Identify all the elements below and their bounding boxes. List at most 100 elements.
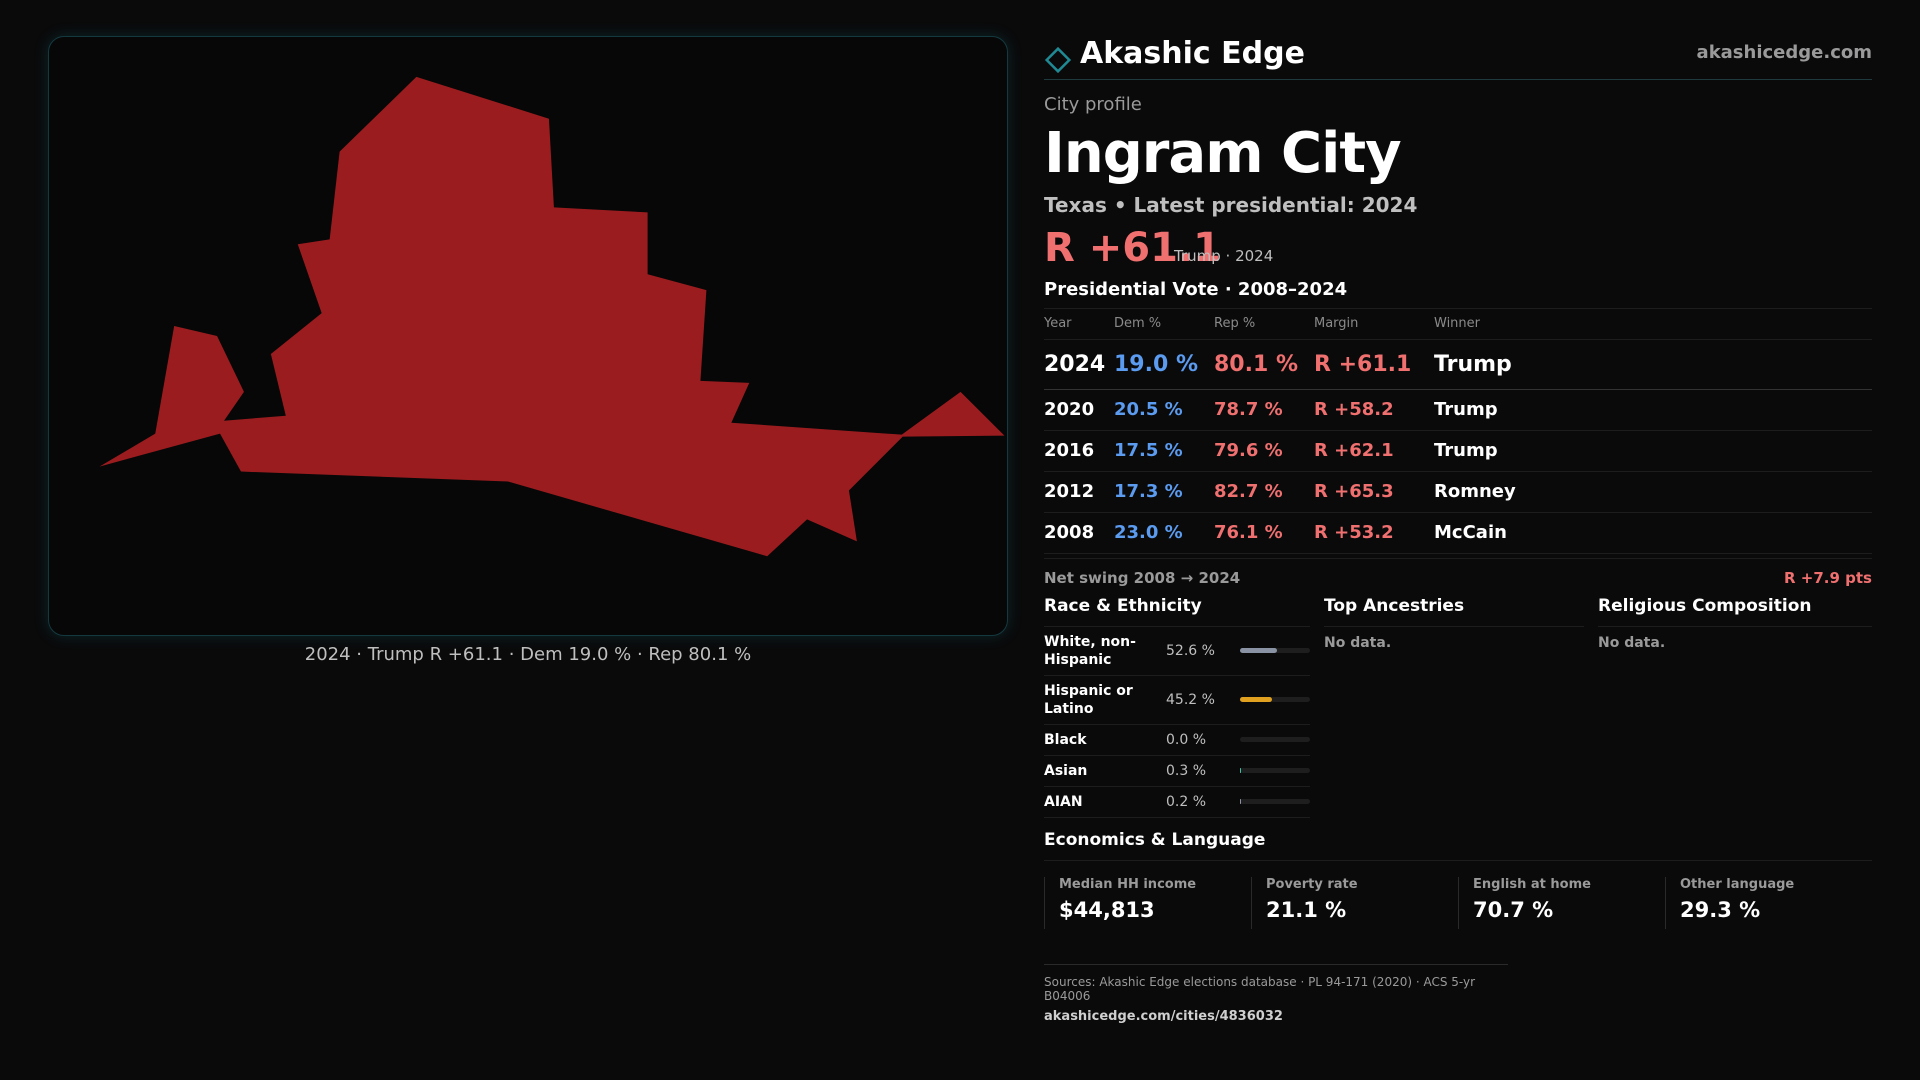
economics-grid: Median HH income $44,813 Poverty rate 21… [1044, 876, 1872, 929]
winner-cell: McCain [1434, 512, 1872, 554]
race-bar [1240, 697, 1310, 702]
column-header-margin: Margin [1314, 309, 1434, 340]
stat-median-income: Median HH income $44,813 [1044, 876, 1251, 929]
margin-cell: R +62.1 [1314, 430, 1434, 472]
column-header-year: Year [1044, 309, 1114, 340]
race-bar [1240, 648, 1310, 653]
profile-label: City profile [1044, 94, 1142, 115]
city-subtitle: Texas • Latest presidential: 2024 [1044, 193, 1418, 217]
table-row: 2008 23.0 % 76.1 % R +53.2 McCain [1044, 512, 1872, 554]
race-percent: 0.2 % [1166, 793, 1207, 810]
stat-english-at-home: English at home 70.7 % [1458, 876, 1665, 929]
stat-label: English at home [1473, 876, 1591, 892]
religion-empty: No data. [1598, 634, 1666, 651]
winner-cell: Trump [1434, 430, 1872, 472]
page-title: Ingram City [1044, 121, 1402, 186]
race-row: Asian 0.3 % [1044, 756, 1310, 787]
stat-label: Poverty rate [1266, 876, 1358, 892]
stat-value: 29.3 % [1680, 897, 1761, 922]
presidential-vote-title: Presidential Vote · 2008–2024 [1044, 279, 1872, 309]
stat-label: Median HH income [1059, 876, 1197, 892]
winner-cell: Romney [1434, 471, 1872, 513]
stat-poverty-rate: Poverty rate 21.1 % [1251, 876, 1458, 929]
year-cell: 2012 [1044, 471, 1114, 513]
headline-note: Trump · 2024 [1174, 247, 1274, 265]
race-bar [1240, 768, 1310, 773]
city-boundary-map [99, 76, 1005, 557]
race-row: AIAN 0.2 % [1044, 787, 1310, 818]
dem-cell: 17.5 % [1114, 430, 1214, 472]
religion-section: Religious Composition No data. [1598, 596, 1872, 818]
dem-cell: 20.5 % [1114, 389, 1214, 431]
race-name: Asian [1044, 762, 1088, 779]
stat-label: Other language [1680, 876, 1795, 892]
table-header-row: Year Dem % Rep % Margin Winner [1044, 309, 1872, 340]
net-swing-label: Net swing 2008 → 2024 [1044, 568, 1241, 587]
margin-cell: R +58.2 [1314, 389, 1434, 431]
table-row: 2012 17.3 % 82.7 % R +65.3 Romney [1044, 471, 1872, 513]
race-name: AIAN [1044, 793, 1083, 810]
stat-value: $44,813 [1059, 897, 1155, 922]
margin-cell: R +65.3 [1314, 471, 1434, 513]
presidential-vote-table: Year Dem % Rep % Margin Winner 2024 19.0… [1044, 309, 1872, 554]
ancestries-title: Top Ancestries [1324, 596, 1584, 627]
year-cell: 2024 [1044, 339, 1114, 390]
footer-link[interactable]: akashicedge.com/cities/4836032 [1044, 1009, 1283, 1024]
year-cell: 2020 [1044, 389, 1114, 431]
race-ethnicity-title: Race & Ethnicity [1044, 596, 1310, 627]
race-percent: 45.2 % [1166, 691, 1215, 708]
table-row: 2024 19.0 % 80.1 % R +61.1 Trump [1044, 339, 1872, 390]
headline-margin: R +61.1 [1044, 225, 1221, 271]
column-header-dem: Dem % [1114, 309, 1214, 340]
footer: Sources: Akashic Edge elections database… [1044, 964, 1508, 1024]
brand-name: Akashic Edge [1080, 36, 1305, 71]
race-bar-fill [1240, 768, 1242, 773]
winner-cell: Trump [1434, 389, 1872, 431]
race-percent: 52.6 % [1166, 642, 1215, 659]
margin-cell: R +61.1 [1314, 339, 1434, 390]
map-caption: 2024 · Trump R +61.1 · Dem 19.0 % · Rep … [304, 644, 752, 665]
ancestries-section: Top Ancestries No data. [1324, 596, 1598, 818]
winner-cell: Trump [1434, 339, 1872, 390]
year-cell: 2008 [1044, 512, 1114, 554]
brand-link[interactable]: akashicedge.com [1696, 42, 1872, 63]
race-ethnicity-section: Race & Ethnicity White, non-Hispanic 52.… [1044, 596, 1324, 818]
headline-result: R +61.1 Trump · 2024 [1044, 225, 1872, 273]
profile-panel: Akashic Edge akashicedge.com City profil… [1044, 30, 1872, 929]
stat-value: 70.7 % [1473, 897, 1554, 922]
race-bar [1240, 799, 1310, 804]
demographics-columns: Race & Ethnicity White, non-Hispanic 52.… [1044, 596, 1872, 818]
column-header-rep: Rep % [1214, 309, 1314, 340]
table-row: 2020 20.5 % 78.7 % R +58.2 Trump [1044, 389, 1872, 431]
dem-cell: 23.0 % [1114, 512, 1214, 554]
race-name: Black [1044, 731, 1087, 748]
economics-title: Economics & Language [1044, 830, 1872, 861]
city-boundary-shape [99, 76, 1005, 557]
rep-cell: 76.1 % [1214, 512, 1314, 554]
race-name: White, non-Hispanic [1044, 633, 1136, 668]
ancestries-empty: No data. [1324, 634, 1392, 651]
race-bar-fill [1240, 697, 1272, 702]
rep-cell: 82.7 % [1214, 471, 1314, 513]
net-swing-value: R +7.9 pts [1784, 568, 1872, 587]
race-row: Black 0.0 % [1044, 725, 1310, 756]
race-percent: 0.3 % [1166, 762, 1207, 779]
race-bar [1240, 737, 1310, 742]
rep-cell: 79.6 % [1214, 430, 1314, 472]
race-row: White, non-Hispanic 52.6 % [1044, 627, 1310, 676]
net-swing-row: Net swing 2008 → 2024 R +7.9 pts [1044, 557, 1872, 592]
column-header-winner: Winner [1434, 309, 1872, 340]
stat-value: 21.1 % [1266, 897, 1347, 922]
race-list: White, non-Hispanic 52.6 % Hispanic or L… [1044, 627, 1324, 818]
stat-other-language: Other language 29.3 % [1665, 876, 1872, 929]
table-row: 2016 17.5 % 79.6 % R +62.1 Trump [1044, 430, 1872, 472]
margin-cell: R +53.2 [1314, 512, 1434, 554]
race-percent: 0.0 % [1166, 731, 1207, 748]
dem-cell: 17.3 % [1114, 471, 1214, 513]
city-map [48, 36, 1008, 636]
brand-header: Akashic Edge akashicedge.com [1044, 30, 1872, 80]
diamond-icon [1044, 46, 1072, 74]
race-name: Hispanic or Latino [1044, 682, 1133, 717]
race-bar-fill [1240, 799, 1242, 804]
race-bar-fill [1240, 648, 1277, 653]
